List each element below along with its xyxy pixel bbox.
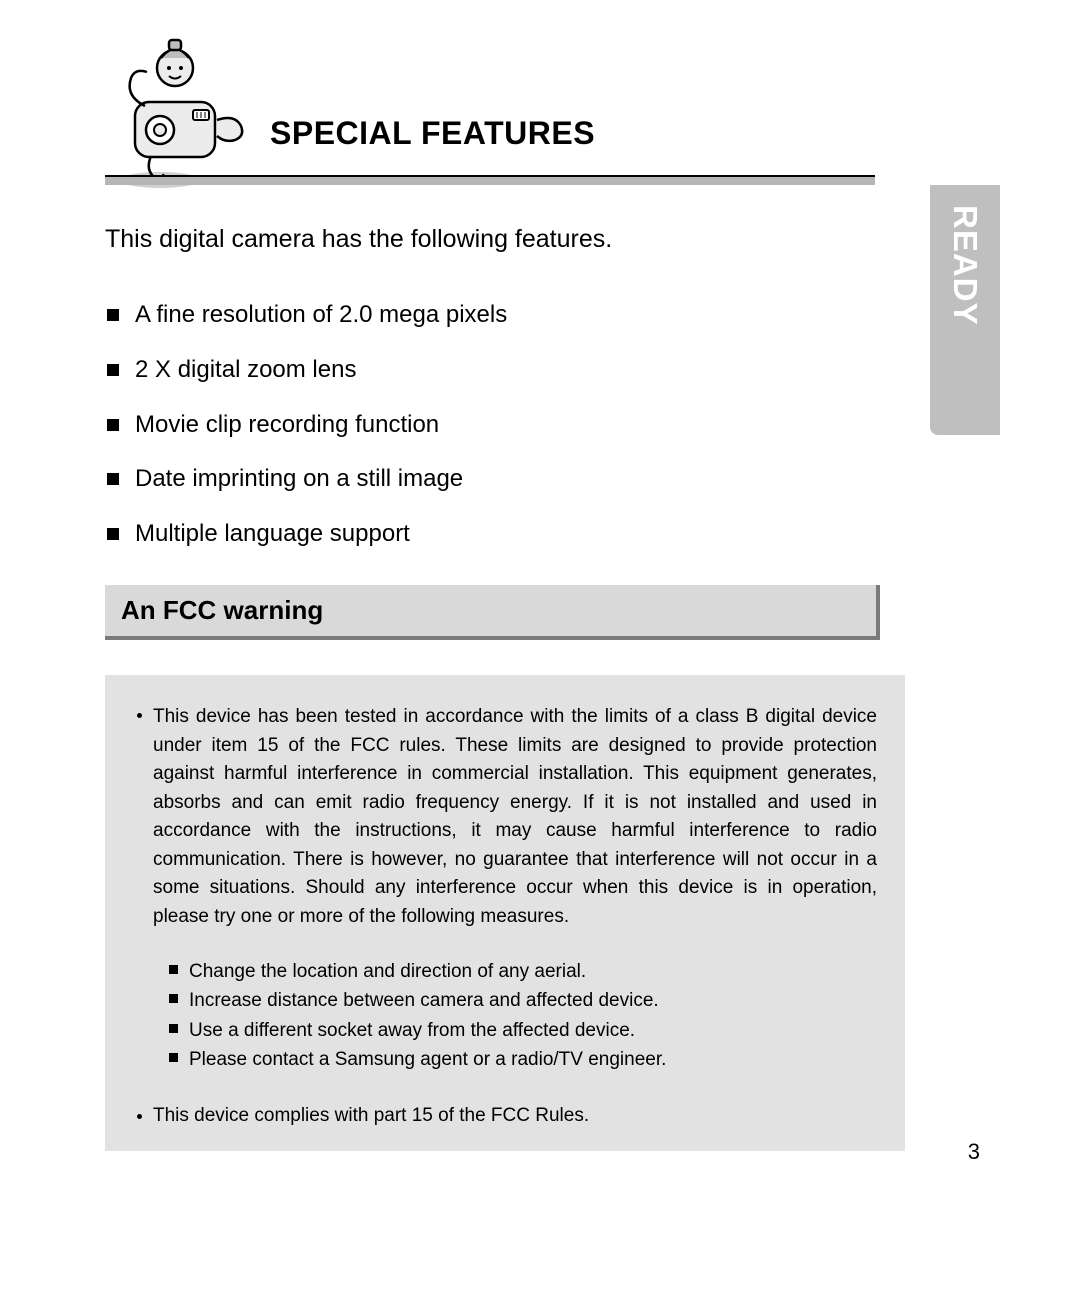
page-title: SPECIAL FEATURES bbox=[270, 115, 595, 152]
fcc-warning-box: This device has been tested in accordanc… bbox=[105, 675, 905, 1151]
fcc-measures-list: Change the location and direction of any… bbox=[167, 957, 877, 1075]
feature-item: Multiple language support bbox=[105, 520, 875, 549]
mascot-illustration bbox=[105, 30, 265, 190]
fcc-paragraph: This device has been tested in accordanc… bbox=[133, 703, 877, 931]
section-heading-bar: An FCC warning bbox=[105, 585, 880, 640]
fcc-measure-item: Change the location and direction of any… bbox=[167, 957, 877, 986]
fcc-measure-item: Please contact a Samsung agent or a radi… bbox=[167, 1045, 877, 1074]
fcc-measure-item: Use a different socket away from the aff… bbox=[167, 1016, 877, 1045]
page-number: 3 bbox=[968, 1139, 980, 1165]
section-tab: READY bbox=[930, 185, 1000, 435]
feature-list: A fine resolution of 2.0 mega pixels 2 X… bbox=[105, 275, 875, 575]
section-heading: An FCC warning bbox=[121, 595, 323, 626]
intro-text: This digital camera has the following fe… bbox=[105, 225, 612, 254]
fcc-measure-item: Increase distance between camera and aff… bbox=[167, 986, 877, 1015]
feature-item: A fine resolution of 2.0 mega pixels bbox=[105, 301, 875, 330]
title-underline bbox=[105, 175, 875, 185]
fcc-footnote: This device complies with part 15 of the… bbox=[133, 1105, 877, 1127]
section-tab-label: READY bbox=[946, 205, 984, 326]
manual-page: SPECIAL FEATURES READY This digital came… bbox=[0, 0, 1080, 1295]
feature-item: 2 X digital zoom lens bbox=[105, 356, 875, 385]
feature-item: Date imprinting on a still image bbox=[105, 465, 875, 494]
feature-item: Movie clip recording function bbox=[105, 411, 875, 440]
